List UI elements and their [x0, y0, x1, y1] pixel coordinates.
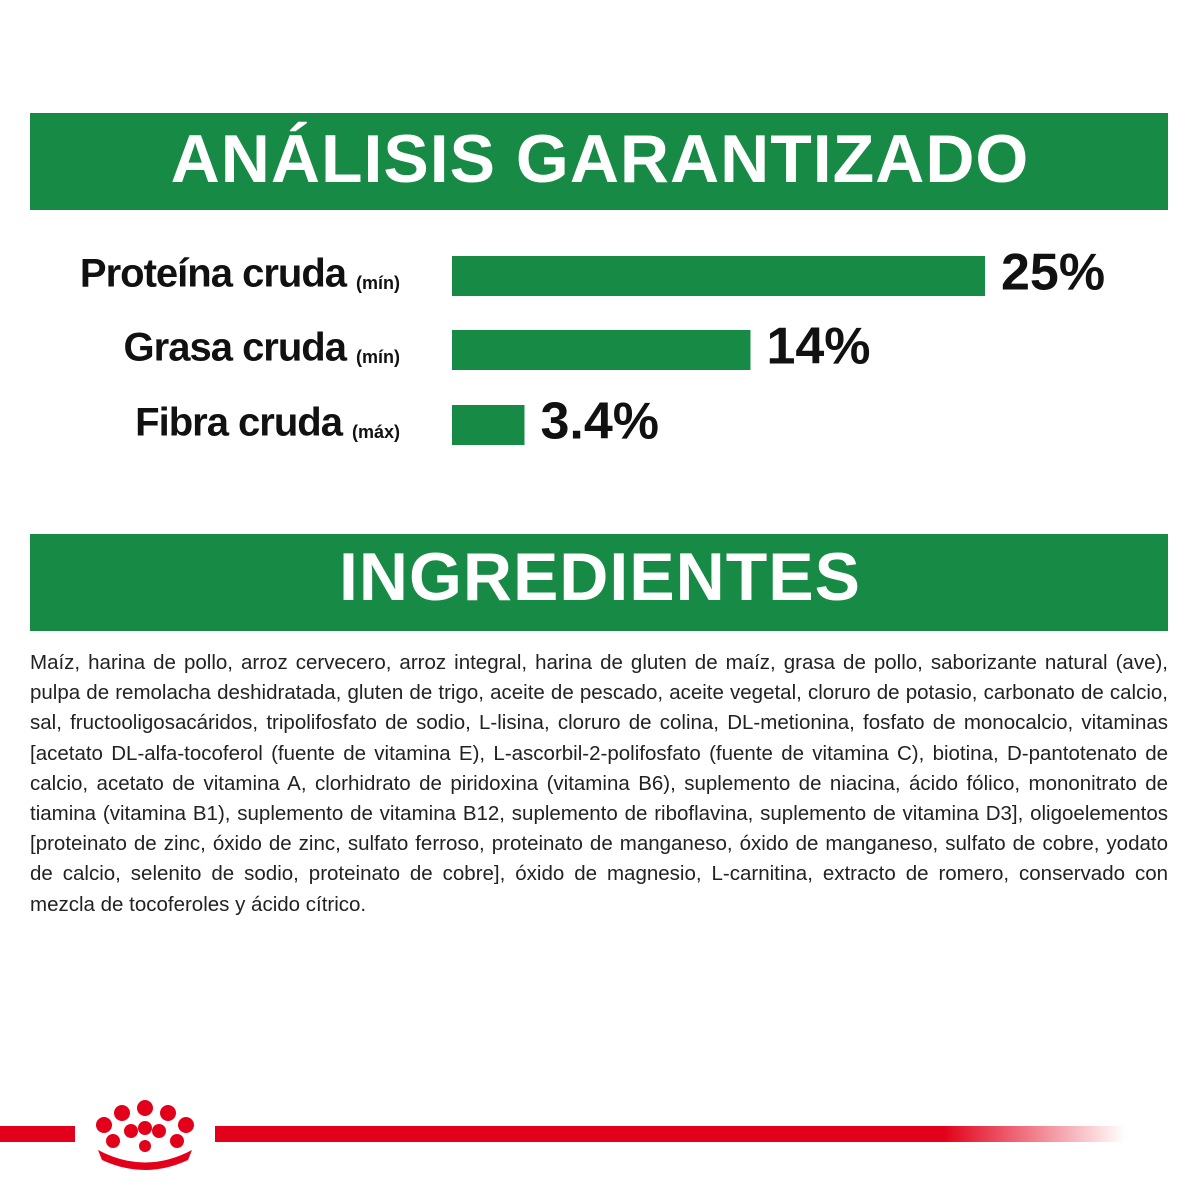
category-label: Proteína cruda: [80, 252, 348, 296]
value-label: 25%: [1001, 244, 1105, 302]
qualifier: (mín): [356, 347, 400, 367]
value-label: 3.4%: [540, 393, 659, 451]
ingredients-text: Maíz, harina de pollo, arroz cervecero, …: [30, 651, 1168, 916]
qualifier: (máx): [352, 422, 400, 442]
header-band: [30, 113, 1168, 210]
value-label: 14%: [766, 318, 870, 376]
logo: [0, 1100, 1125, 1170]
category-label: Fibra cruda: [135, 401, 344, 445]
category-label: Grasa cruda: [124, 326, 348, 370]
chart: (mín) Proteína cruda 25% (mín) Grasa cruda 14…: [80, 244, 1105, 451]
bar: [452, 330, 751, 370]
qualifier: (mín): [356, 273, 400, 293]
header-band: [30, 534, 1168, 631]
bar: [452, 405, 525, 445]
bar: [452, 256, 985, 296]
ingredients-title: INGREDIENTES: [339, 539, 861, 615]
analysis-title: ANÁLISIS GARANTIZADO: [171, 121, 1030, 197]
